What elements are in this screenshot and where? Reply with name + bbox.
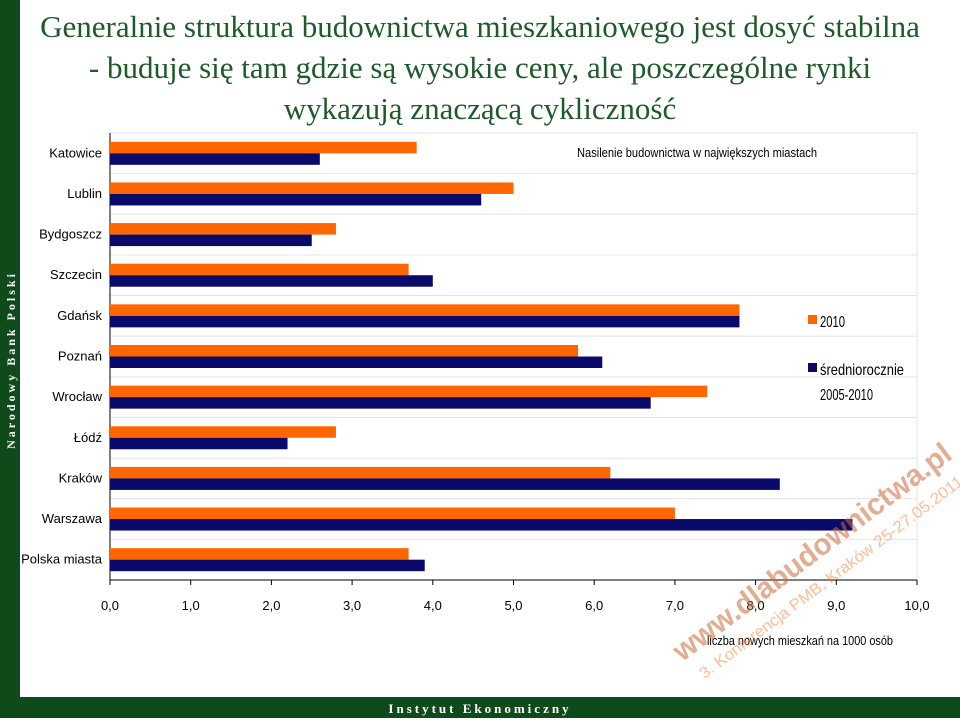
bar-2010 <box>110 141 417 154</box>
category-label: Poznań <box>58 349 102 364</box>
category-label: Lublin <box>67 186 102 201</box>
bar-2010 <box>110 466 611 479</box>
bar-chart: Katowice Lublin Bydgoszcz Szczecin Gdańsk Poz… <box>21 132 960 683</box>
x-tick-label: 9,0 <box>827 598 845 613</box>
bar-2010 <box>110 182 514 194</box>
bar-average <box>110 437 288 450</box>
category-label: Szczecin <box>50 267 102 282</box>
bar-average <box>110 315 740 328</box>
x-tick-label: 8,0 <box>747 598 765 613</box>
x-axis-label: liczba nowych mieszkań na 1000 osób <box>707 633 893 648</box>
legend: 2010 średniorocznie 2005-2010 <box>808 314 908 404</box>
chart-title: Nasilenie budownictwa w największych mia… <box>577 145 817 160</box>
x-tick-label: 2,0 <box>262 598 280 613</box>
bar-average <box>110 397 651 409</box>
legend-swatch-2010 <box>808 315 817 324</box>
x-tick-label: 10,0 <box>904 598 929 613</box>
bar-average <box>110 234 312 247</box>
category-label: Bydgoszcz <box>39 227 102 242</box>
bar-2010 <box>110 385 708 398</box>
bar-average <box>110 356 603 368</box>
bar-average <box>110 275 433 287</box>
x-tick-label: 7,0 <box>666 598 684 613</box>
nbp-side-band: Narodowy Bank Polski <box>0 0 20 718</box>
x-axis-ticks: 0,0 1,0 2,0 3,0 4,0 5,0 6,0 7,0 8,0 9,0 10,0 <box>101 580 930 613</box>
institute-band: Instytut Ekonomiczny <box>0 697 960 718</box>
category-label: Wrocław <box>52 389 102 404</box>
x-tick-label: 0,0 <box>101 598 119 613</box>
x-tick-label: 3,0 <box>343 598 361 613</box>
bar-2010 <box>110 345 579 357</box>
category-label: Gdańsk <box>57 308 102 323</box>
bar-2010 <box>110 507 675 520</box>
legend-label-average-line2: 2005-2010 <box>820 387 873 404</box>
category-labels: Katowice Lublin Bydgoszcz Szczecin Gdańsk Poz… <box>21 145 103 566</box>
category-label: Kraków <box>59 470 103 485</box>
legend-label-average: średniorocznie 2005-2010 <box>820 362 908 404</box>
bar-2010 <box>110 223 336 235</box>
category-label: Łódź <box>74 430 102 445</box>
x-tick-label: 6,0 <box>585 598 603 613</box>
bar-2010 <box>110 304 740 316</box>
institute-label: Instytut Ekonomiczny <box>388 701 572 716</box>
category-label: Warszawa <box>42 511 103 526</box>
bar-average <box>110 519 853 531</box>
watermark-conference: 3. Konferencja PMB, Kraków 25-27.05.2011 <box>697 473 960 682</box>
chart-bars <box>110 141 853 572</box>
x-tick-label: 1,0 <box>182 598 200 613</box>
category-label: Polska miasta <box>21 552 103 567</box>
x-tick-label: 4,0 <box>424 598 442 613</box>
watermark: www.dlabudownictwa.pl 3. Konferencja PMB… <box>666 437 960 683</box>
legend-label-average-line1: średniorocznie <box>820 362 904 379</box>
legend-label-2010: 2010 <box>820 314 845 331</box>
bar-average <box>110 153 320 165</box>
slide-title: Generalnie struktura budownictwa mieszka… <box>40 9 920 126</box>
bar-2010 <box>110 263 409 276</box>
bar-2010 <box>110 426 336 438</box>
category-label: Katowice <box>49 145 102 160</box>
legend-swatch-average <box>808 363 817 372</box>
x-tick-label: 5,0 <box>504 598 522 613</box>
bar-2010 <box>110 548 409 560</box>
bar-average <box>110 193 482 206</box>
bar-average <box>110 478 780 490</box>
bar-average <box>110 559 425 572</box>
